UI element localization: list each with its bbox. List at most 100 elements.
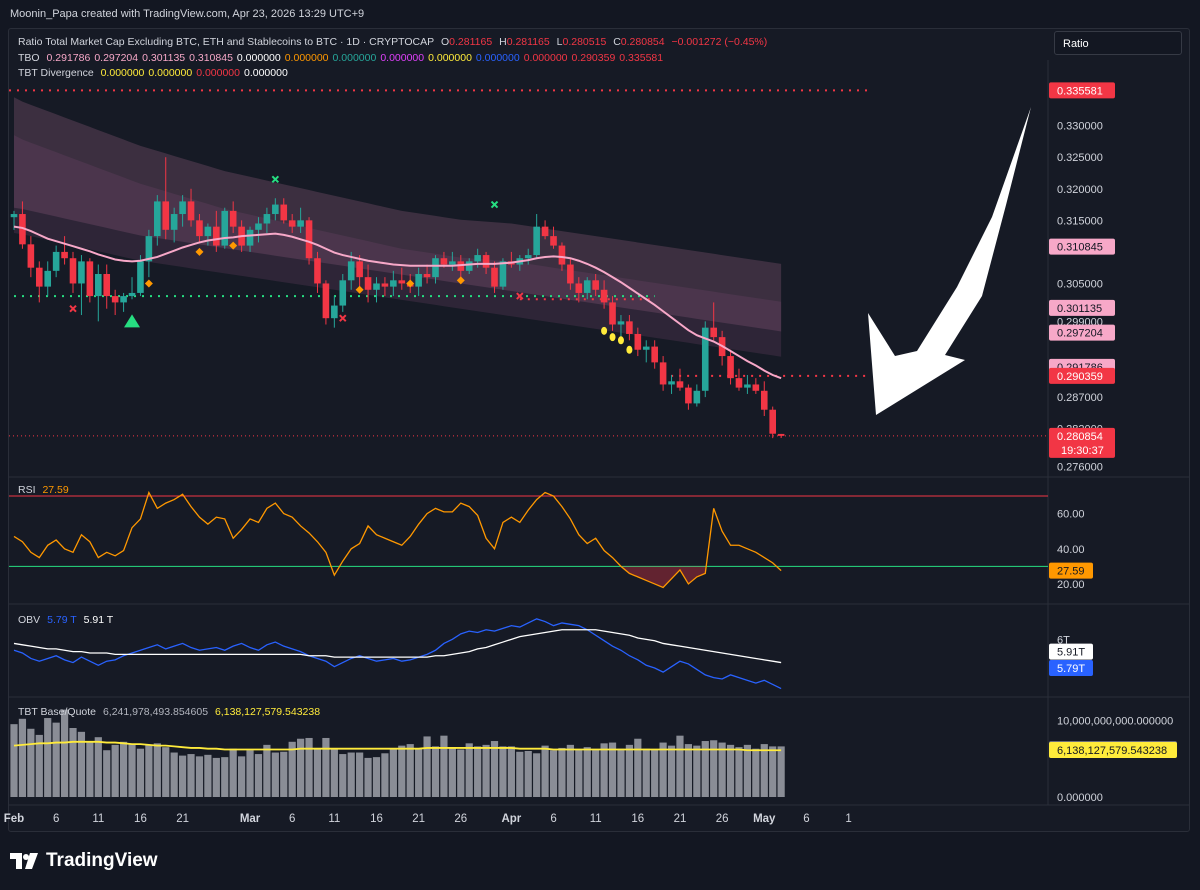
volume-bar[interactable]: [541, 745, 549, 797]
candle-body[interactable]: [668, 381, 675, 385]
volume-bar[interactable]: [549, 750, 558, 797]
candle-body[interactable]: [272, 204, 279, 215]
volume-bar[interactable]: [280, 751, 288, 797]
candle-body[interactable]: [322, 283, 330, 319]
volume-bar[interactable]: [524, 751, 532, 797]
volume-bar[interactable]: [431, 746, 440, 797]
main-pane[interactable]: [9, 89, 1048, 439]
candle-body[interactable]: [19, 214, 26, 245]
candle-body[interactable]: [297, 220, 304, 227]
candle-body[interactable]: [752, 384, 760, 391]
volume-bar[interactable]: [423, 736, 431, 797]
volume-bar[interactable]: [735, 747, 743, 797]
volume-bar[interactable]: [212, 757, 220, 797]
volume-bar[interactable]: [490, 741, 499, 797]
ratio-selector-button[interactable]: Ratio: [1054, 31, 1182, 55]
candle-body[interactable]: [27, 244, 35, 268]
volume-bar[interactable]: [288, 741, 296, 797]
candle-body[interactable]: [482, 255, 490, 268]
candle-body[interactable]: [196, 220, 203, 237]
candle-body[interactable]: [179, 201, 186, 215]
candle-body[interactable]: [777, 433, 785, 436]
candle-body[interactable]: [415, 274, 422, 287]
candle-body[interactable]: [432, 258, 439, 278]
candle-body[interactable]: [10, 214, 18, 218]
candle-body[interactable]: [128, 292, 136, 297]
volume-bar[interactable]: [575, 749, 583, 797]
volume-bar[interactable]: [128, 744, 136, 797]
volume-bar[interactable]: [667, 745, 676, 797]
candle-body[interactable]: [550, 236, 557, 246]
candle-body[interactable]: [52, 251, 60, 271]
candle-body[interactable]: [693, 390, 701, 404]
volume-bar[interactable]: [86, 741, 94, 797]
candle-body[interactable]: [145, 236, 153, 262]
candle-body[interactable]: [187, 201, 195, 221]
volume-bar[interactable]: [69, 728, 77, 797]
volume-bar[interactable]: [693, 745, 701, 797]
volume-bar[interactable]: [651, 749, 659, 797]
candle-body[interactable]: [583, 280, 591, 293]
volume-bar[interactable]: [162, 747, 170, 797]
volume-bar[interactable]: [600, 743, 608, 797]
candle-body[interactable]: [69, 258, 77, 284]
volume-bar[interactable]: [474, 746, 482, 797]
candle-body[interactable]: [347, 261, 355, 281]
candle-body[interactable]: [499, 261, 507, 287]
volume-bar[interactable]: [179, 755, 187, 797]
candle-body[interactable]: [600, 289, 608, 303]
volume-bar[interactable]: [533, 753, 541, 797]
volume-bar[interactable]: [710, 740, 718, 797]
volume-bar[interactable]: [726, 744, 735, 797]
candle-body[interactable]: [170, 214, 178, 230]
volume-bar[interactable]: [389, 748, 397, 797]
volume-bar[interactable]: [583, 747, 591, 797]
candle-body[interactable]: [744, 384, 751, 388]
volume-bar[interactable]: [94, 737, 102, 797]
candle-body[interactable]: [609, 302, 616, 325]
volume-bar[interactable]: [35, 734, 43, 797]
candle-body[interactable]: [634, 333, 642, 350]
volume-bar[interactable]: [701, 741, 709, 797]
volume-bar[interactable]: [507, 746, 515, 797]
volume-bar[interactable]: [229, 748, 237, 797]
candle-body[interactable]: [676, 381, 684, 388]
volume-bar[interactable]: [153, 743, 161, 797]
candle-body[interactable]: [120, 296, 127, 303]
tradingview-logo[interactable]: TradingView: [10, 850, 158, 872]
volume-bar[interactable]: [119, 741, 128, 797]
candle-body[interactable]: [356, 261, 363, 278]
volume-bar[interactable]: [60, 709, 69, 797]
volume-bar[interactable]: [305, 737, 313, 797]
candle-body[interactable]: [423, 274, 431, 278]
volume-bar[interactable]: [448, 747, 456, 797]
candle-body[interactable]: [213, 226, 220, 246]
candle-body[interactable]: [710, 327, 717, 338]
volume-bar[interactable]: [246, 750, 254, 797]
volume-bar[interactable]: [313, 747, 322, 797]
candle-body[interactable]: [255, 223, 262, 230]
volume-bar[interactable]: [195, 756, 204, 797]
volume-bar[interactable]: [238, 756, 246, 797]
volume-bar[interactable]: [558, 747, 566, 797]
volume-bar[interactable]: [44, 718, 52, 797]
volume-bar[interactable]: [381, 753, 389, 797]
candle-body[interactable]: [35, 267, 43, 287]
candle-body[interactable]: [575, 283, 583, 293]
candle-body[interactable]: [263, 214, 271, 224]
volume-bar[interactable]: [187, 754, 195, 797]
candle-body[interactable]: [685, 387, 692, 404]
candle-body[interactable]: [339, 280, 347, 306]
candle-body[interactable]: [617, 321, 625, 325]
volume-bar[interactable]: [499, 746, 507, 797]
volume-bar[interactable]: [254, 754, 263, 797]
volume-bar[interactable]: [718, 742, 726, 797]
candle-body[interactable]: [465, 261, 473, 271]
volume-bar[interactable]: [271, 752, 279, 797]
candle-body[interactable]: [567, 264, 574, 284]
volume-bar[interactable]: [659, 742, 667, 797]
candle-body[interactable]: [533, 226, 540, 256]
candle-body[interactable]: [364, 277, 372, 290]
candle-body[interactable]: [440, 258, 448, 265]
